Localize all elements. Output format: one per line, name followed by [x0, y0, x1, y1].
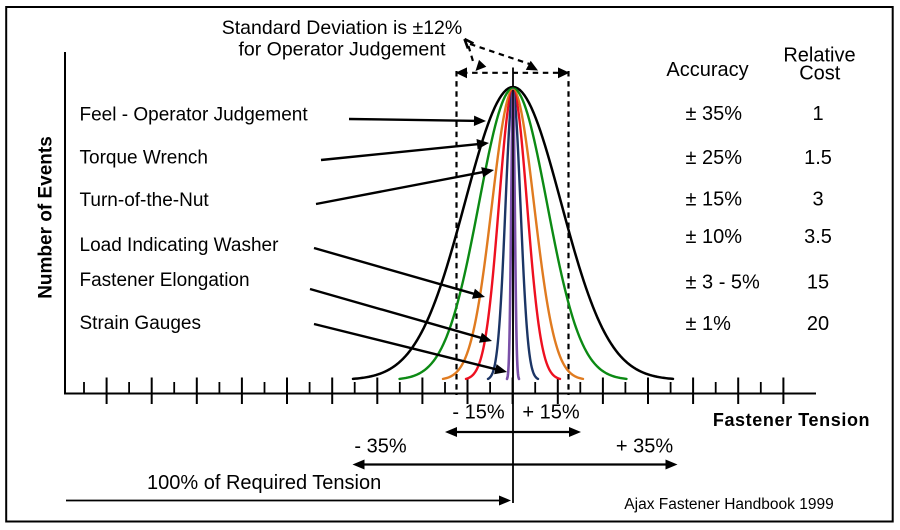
svg-text:100% of Required Tension: 100% of Required Tension	[147, 472, 381, 494]
svg-text:Accuracy: Accuracy	[666, 59, 748, 81]
svg-text:1.5: 1.5	[804, 147, 832, 169]
svg-text:3: 3	[812, 189, 823, 211]
svg-text:+ 35%: + 35%	[616, 436, 673, 458]
svg-text:Cost: Cost	[799, 63, 841, 85]
svg-text:± 10%: ± 10%	[686, 226, 743, 248]
svg-text:+ 15%: + 15%	[522, 402, 579, 424]
svg-text:± 1%: ± 1%	[686, 313, 732, 335]
svg-text:Feel - Operator Judgement: Feel - Operator Judgement	[80, 105, 309, 126]
svg-text:Turn-of-the-Nut: Turn-of-the-Nut	[80, 190, 210, 211]
svg-text:- 15%: - 15%	[452, 402, 504, 424]
svg-text:± 25%: ± 25%	[686, 147, 743, 169]
svg-text:Number of Events: Number of Events	[36, 136, 57, 299]
svg-text:for Operator Judgement: for Operator Judgement	[238, 39, 446, 61]
svg-text:Ajax Fastener Handbook 1999: Ajax Fastener Handbook 1999	[624, 496, 833, 513]
svg-text:Torque Wrench: Torque Wrench	[80, 147, 209, 168]
svg-text:Standard Deviation is ±12%: Standard Deviation is ±12%	[222, 17, 463, 39]
svg-text:Fastener Tension: Fastener Tension	[713, 410, 870, 430]
svg-text:1: 1	[812, 103, 823, 125]
svg-text:Relative: Relative	[783, 45, 855, 67]
svg-text:20: 20	[807, 313, 829, 335]
svg-text:± 35%: ± 35%	[686, 103, 743, 125]
svg-text:± 15%: ± 15%	[686, 189, 743, 211]
svg-text:Load Indicating Washer: Load Indicating Washer	[80, 235, 280, 256]
svg-text:15: 15	[807, 272, 829, 294]
svg-text:Fastener Elongation: Fastener Elongation	[80, 270, 250, 291]
svg-text:± 3 - 5%: ± 3 - 5%	[686, 272, 761, 294]
svg-text:Strain Gauges: Strain Gauges	[80, 313, 201, 334]
svg-text:3.5: 3.5	[804, 226, 832, 248]
svg-text:- 35%: - 35%	[354, 436, 406, 458]
